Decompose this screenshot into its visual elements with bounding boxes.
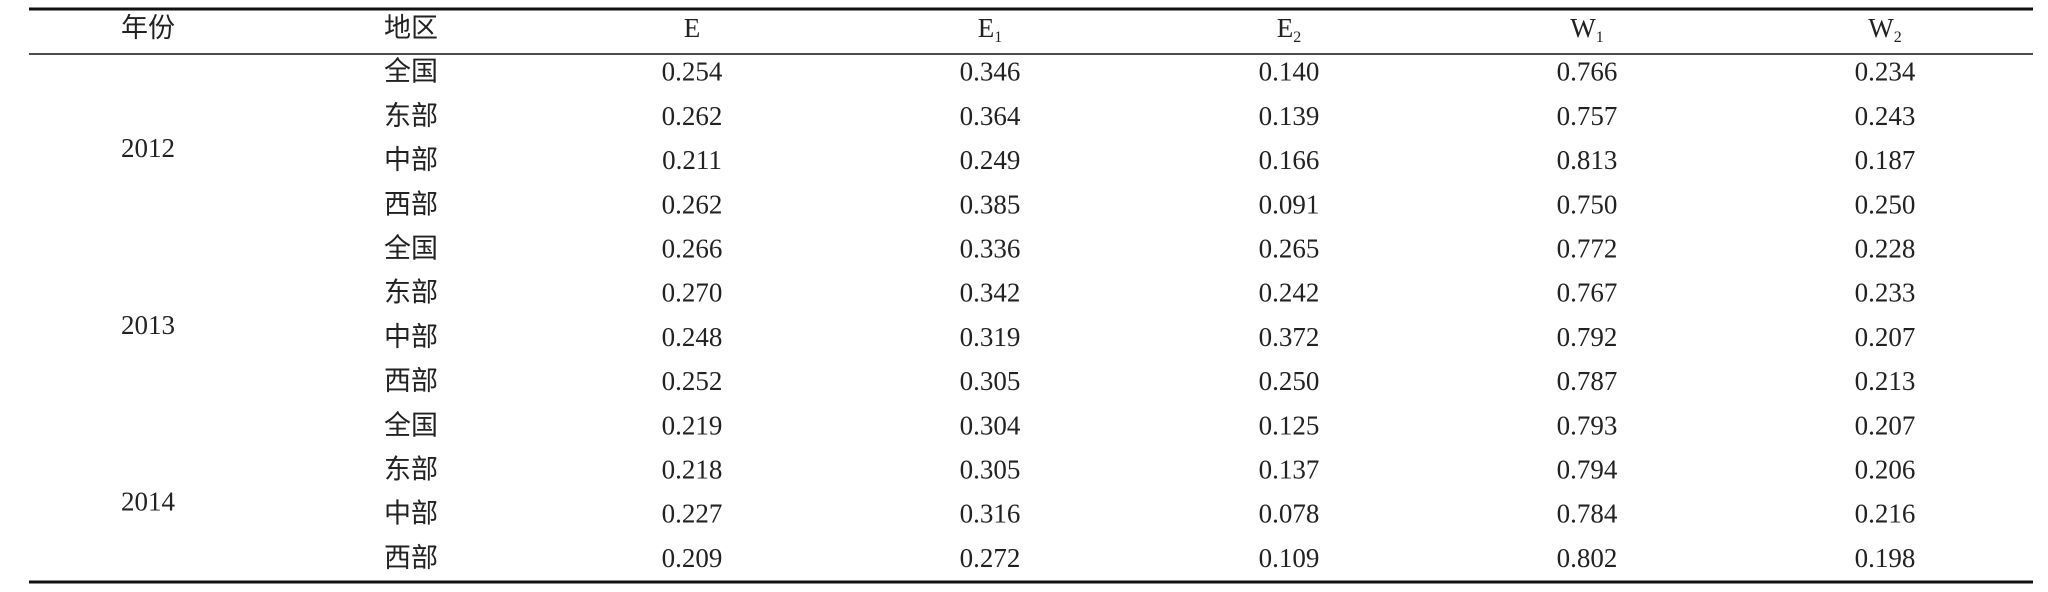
value-cell: 0.216 xyxy=(1855,499,1916,529)
header-sub: 1 xyxy=(1596,29,1604,46)
value-cell: 0.262 xyxy=(662,189,723,219)
value-cell: 0.242 xyxy=(1259,278,1320,308)
value-cell: 0.794 xyxy=(1557,455,1618,485)
value-cell: 0.078 xyxy=(1259,499,1320,529)
value-cell: 0.248 xyxy=(662,322,723,352)
value-cell: 0.254 xyxy=(662,57,723,87)
value-cell: 0.139 xyxy=(1259,101,1320,131)
value-cell: 0.757 xyxy=(1557,101,1618,131)
year-cell: 2014 xyxy=(121,487,176,517)
region-cell: 中部 xyxy=(384,322,438,352)
value-cell: 0.250 xyxy=(1259,366,1320,396)
value-cell: 0.336 xyxy=(960,234,1021,264)
region-cell: 中部 xyxy=(384,499,438,529)
value-cell: 0.270 xyxy=(662,278,723,308)
value-cell: 0.316 xyxy=(960,499,1021,529)
value-cell: 0.209 xyxy=(662,543,723,573)
header-sub: 2 xyxy=(1293,29,1301,46)
value-cell: 0.234 xyxy=(1855,57,1916,87)
value-cell: 0.243 xyxy=(1855,101,1916,131)
value-cell: 0.219 xyxy=(662,410,723,440)
value-cell: 0.346 xyxy=(960,57,1021,87)
value-cell: 0.792 xyxy=(1557,322,1618,352)
column-header: E2 xyxy=(1277,13,1302,45)
region-cell: 西部 xyxy=(384,189,438,219)
region-cell: 西部 xyxy=(384,366,438,396)
value-cell: 0.213 xyxy=(1855,366,1916,396)
region-cell: 全国 xyxy=(384,234,438,264)
value-cell: 0.364 xyxy=(960,101,1021,131)
value-cell: 0.784 xyxy=(1557,499,1618,529)
value-cell: 0.187 xyxy=(1855,145,1916,175)
header-main: E xyxy=(684,13,701,43)
value-cell: 0.272 xyxy=(960,543,1021,573)
header-main: 地区 xyxy=(384,13,438,43)
header-main: W xyxy=(1868,13,1894,43)
value-cell: 0.218 xyxy=(662,455,723,485)
value-cell: 0.137 xyxy=(1259,455,1320,485)
value-cell: 0.304 xyxy=(960,410,1021,440)
region-cell: 东部 xyxy=(384,101,438,131)
value-cell: 0.109 xyxy=(1259,543,1320,573)
region-cell: 全国 xyxy=(384,57,438,87)
value-cell: 0.342 xyxy=(960,278,1021,308)
column-header: W1 xyxy=(1570,13,1603,45)
column-header: W2 xyxy=(1868,13,1901,45)
value-cell: 0.262 xyxy=(662,101,723,131)
value-cell: 0.166 xyxy=(1259,145,1320,175)
value-cell: 0.207 xyxy=(1855,410,1916,440)
column-header: E xyxy=(684,13,701,43)
header-sub: 1 xyxy=(994,29,1002,46)
value-cell: 0.750 xyxy=(1557,189,1618,219)
value-cell: 0.772 xyxy=(1557,234,1618,264)
region-cell: 东部 xyxy=(384,278,438,308)
value-cell: 0.233 xyxy=(1855,278,1916,308)
header-main: 年份 xyxy=(121,13,175,43)
region-cell: 东部 xyxy=(384,455,438,485)
value-cell: 0.250 xyxy=(1855,189,1916,219)
value-cell: 0.767 xyxy=(1557,278,1618,308)
value-cell: 0.265 xyxy=(1259,234,1320,264)
region-cell: 西部 xyxy=(384,543,438,573)
value-cell: 0.252 xyxy=(662,366,723,396)
column-header: E1 xyxy=(978,13,1003,45)
value-cell: 0.125 xyxy=(1259,410,1320,440)
column-header: 地区 xyxy=(384,13,438,43)
value-cell: 0.305 xyxy=(960,366,1021,396)
value-cell: 0.207 xyxy=(1855,322,1916,352)
value-cell: 0.372 xyxy=(1259,322,1320,352)
value-cell: 0.206 xyxy=(1855,455,1916,485)
value-cell: 0.802 xyxy=(1557,543,1618,573)
value-cell: 0.228 xyxy=(1855,234,1916,264)
region-cell: 全国 xyxy=(384,410,438,440)
value-cell: 0.766 xyxy=(1557,57,1618,87)
value-cell: 0.787 xyxy=(1557,366,1618,396)
value-cell: 0.793 xyxy=(1557,410,1618,440)
value-cell: 0.385 xyxy=(960,189,1021,219)
value-cell: 0.266 xyxy=(662,234,723,264)
value-cell: 0.211 xyxy=(662,145,722,175)
year-cell: 2013 xyxy=(121,310,175,340)
year-cell: 2012 xyxy=(121,133,175,163)
value-cell: 0.813 xyxy=(1557,145,1618,175)
value-cell: 0.227 xyxy=(662,499,723,529)
region-cell: 中部 xyxy=(384,145,438,175)
value-cell: 0.305 xyxy=(960,455,1021,485)
header-main: E xyxy=(1277,13,1294,43)
header-main: W xyxy=(1570,13,1596,43)
value-cell: 0.319 xyxy=(960,322,1021,352)
column-header: 年份 xyxy=(121,13,175,43)
value-cell: 0.198 xyxy=(1855,543,1916,573)
header-main: E xyxy=(978,13,995,43)
header-sub: 2 xyxy=(1894,29,1902,46)
value-cell: 0.249 xyxy=(960,145,1021,175)
value-cell: 0.091 xyxy=(1259,189,1320,219)
value-cell: 0.140 xyxy=(1259,57,1320,87)
